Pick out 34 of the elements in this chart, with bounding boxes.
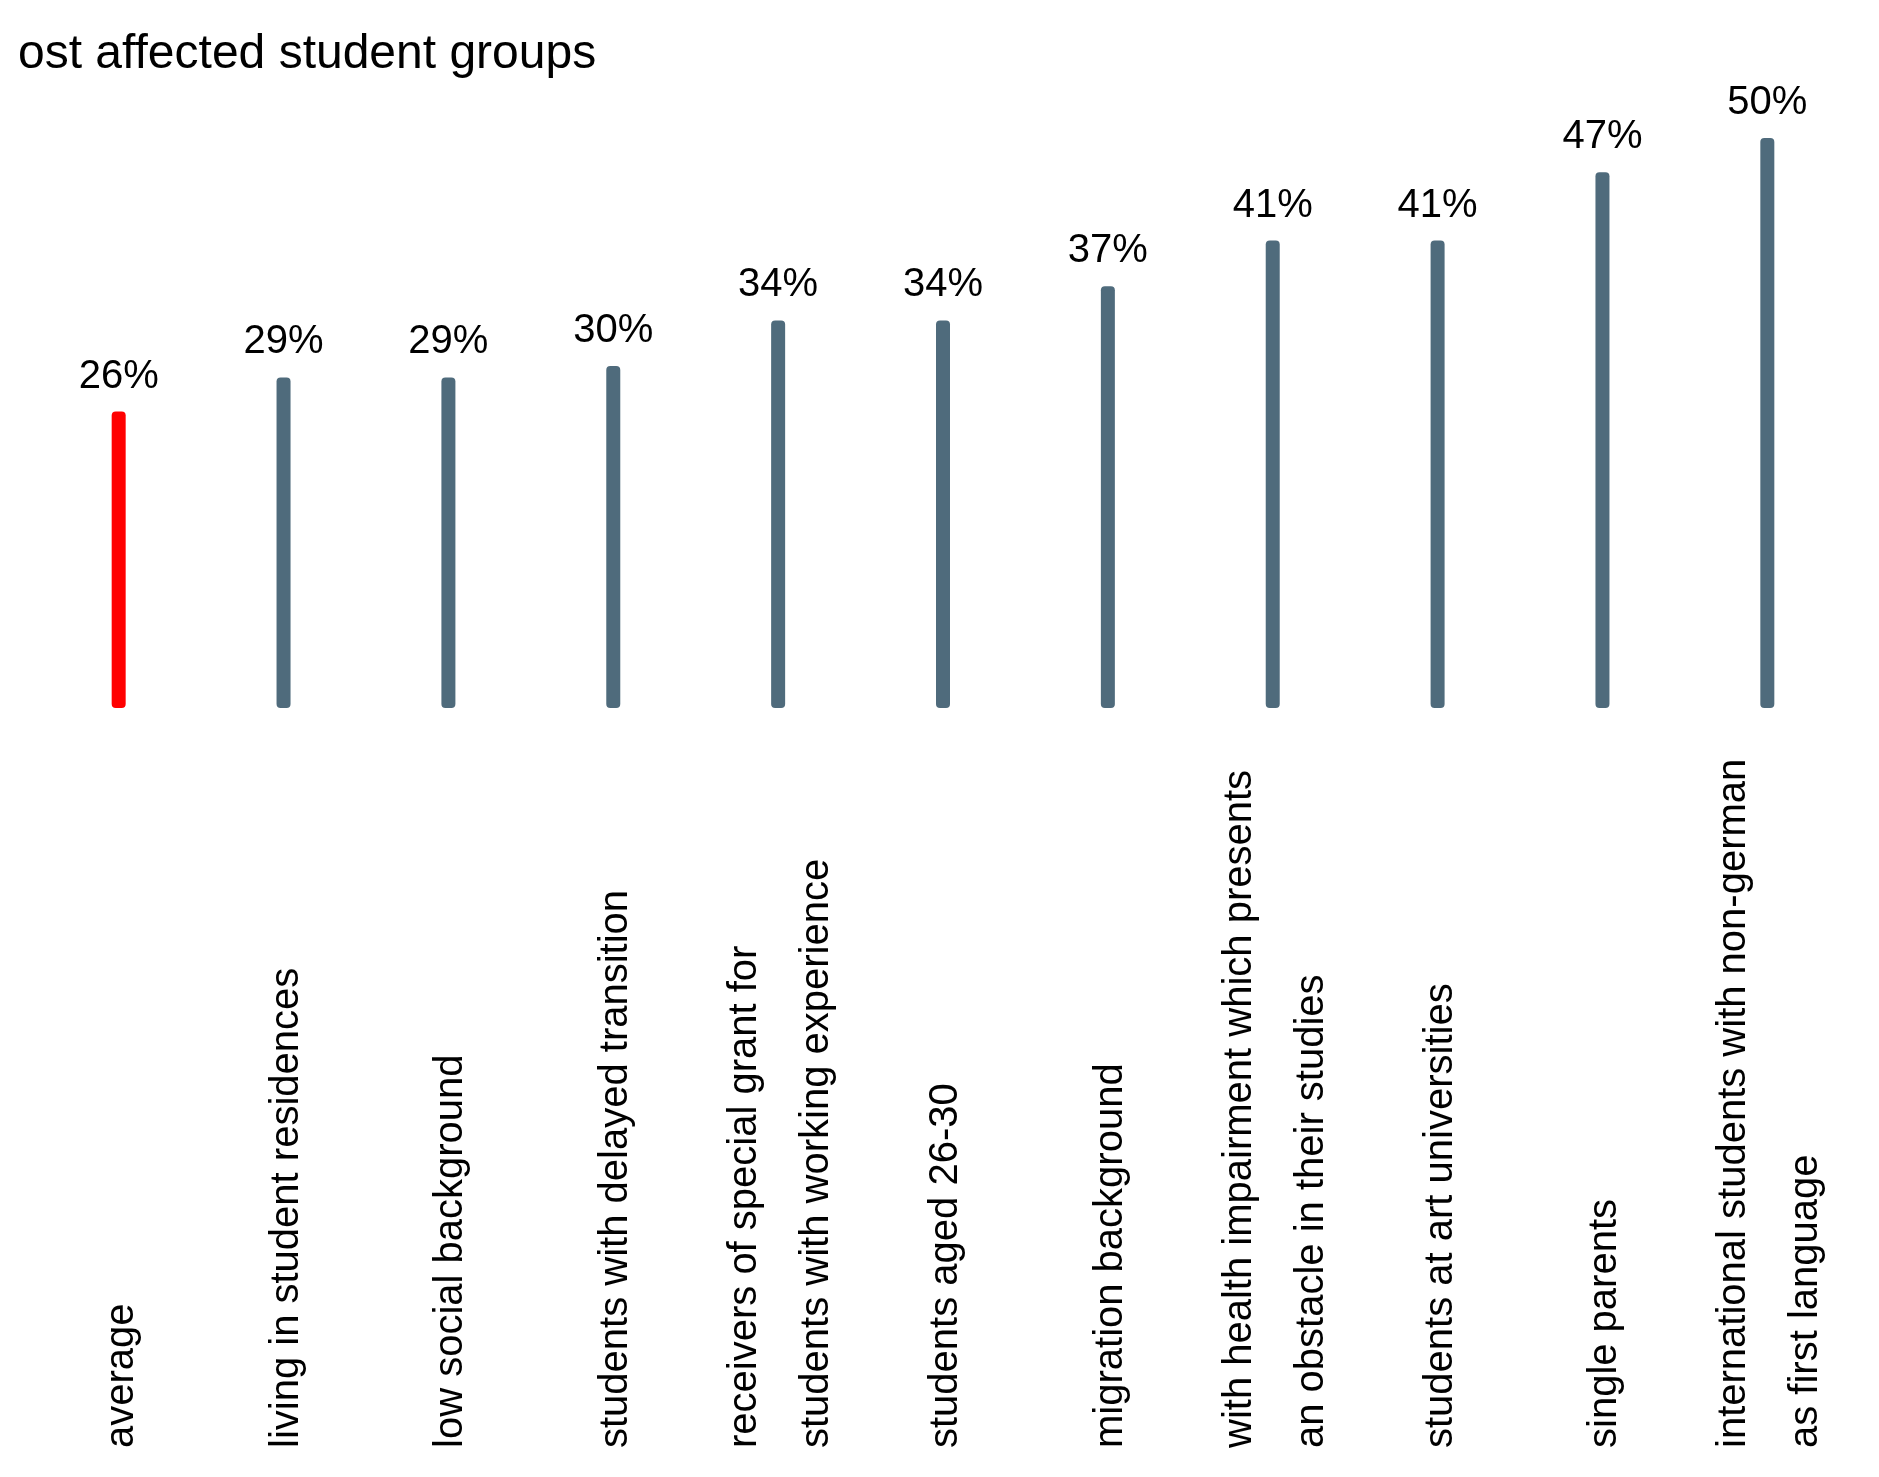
x-tick-label: single parents bbox=[1580, 1198, 1625, 1448]
data-label: 47% bbox=[1562, 112, 1643, 157]
data-label: 29% bbox=[243, 317, 324, 362]
data-label: 34% bbox=[902, 260, 984, 305]
data-label: 50% bbox=[1727, 78, 1808, 122]
data-label: 30% bbox=[573, 306, 654, 350]
bar bbox=[1595, 172, 1610, 708]
bar bbox=[771, 320, 786, 708]
x-tick-label: students with delayed transition bbox=[591, 889, 636, 1448]
data-label: 37% bbox=[1067, 226, 1148, 271]
chart-title: ost affected student groups bbox=[18, 25, 597, 78]
bar bbox=[441, 377, 456, 708]
bar bbox=[936, 320, 950, 708]
data-label: 29% bbox=[408, 317, 489, 362]
bar bbox=[606, 366, 621, 708]
x-tick-label: international students with non-german as first language bbox=[1709, 758, 1826, 1448]
bar bbox=[1430, 240, 1445, 708]
x-tick-label: students at art universities bbox=[1415, 983, 1460, 1448]
x-tick-label: living in student residences bbox=[261, 967, 306, 1448]
data-label: 41% bbox=[1232, 180, 1313, 225]
data-label: 34% bbox=[738, 260, 819, 305]
bar bbox=[1265, 240, 1280, 708]
x-tick-label: with health impairment which presents an obstacle in their studies bbox=[1214, 769, 1331, 1449]
bar bbox=[1760, 138, 1775, 708]
x-tick-label: average bbox=[96, 1303, 141, 1448]
bar bbox=[1100, 286, 1115, 708]
x-tick-label: students aged 26-30 bbox=[921, 1083, 965, 1448]
data-label: 41% bbox=[1397, 180, 1478, 225]
data-label: 26% bbox=[78, 351, 159, 396]
bar bbox=[111, 411, 126, 708]
x-tick-label: low social background bbox=[426, 1054, 471, 1448]
x-tick-label: migration background bbox=[1085, 1063, 1130, 1448]
bar bbox=[276, 377, 291, 708]
x-tick-label: receivers of special grant for students with working experience bbox=[720, 858, 837, 1448]
